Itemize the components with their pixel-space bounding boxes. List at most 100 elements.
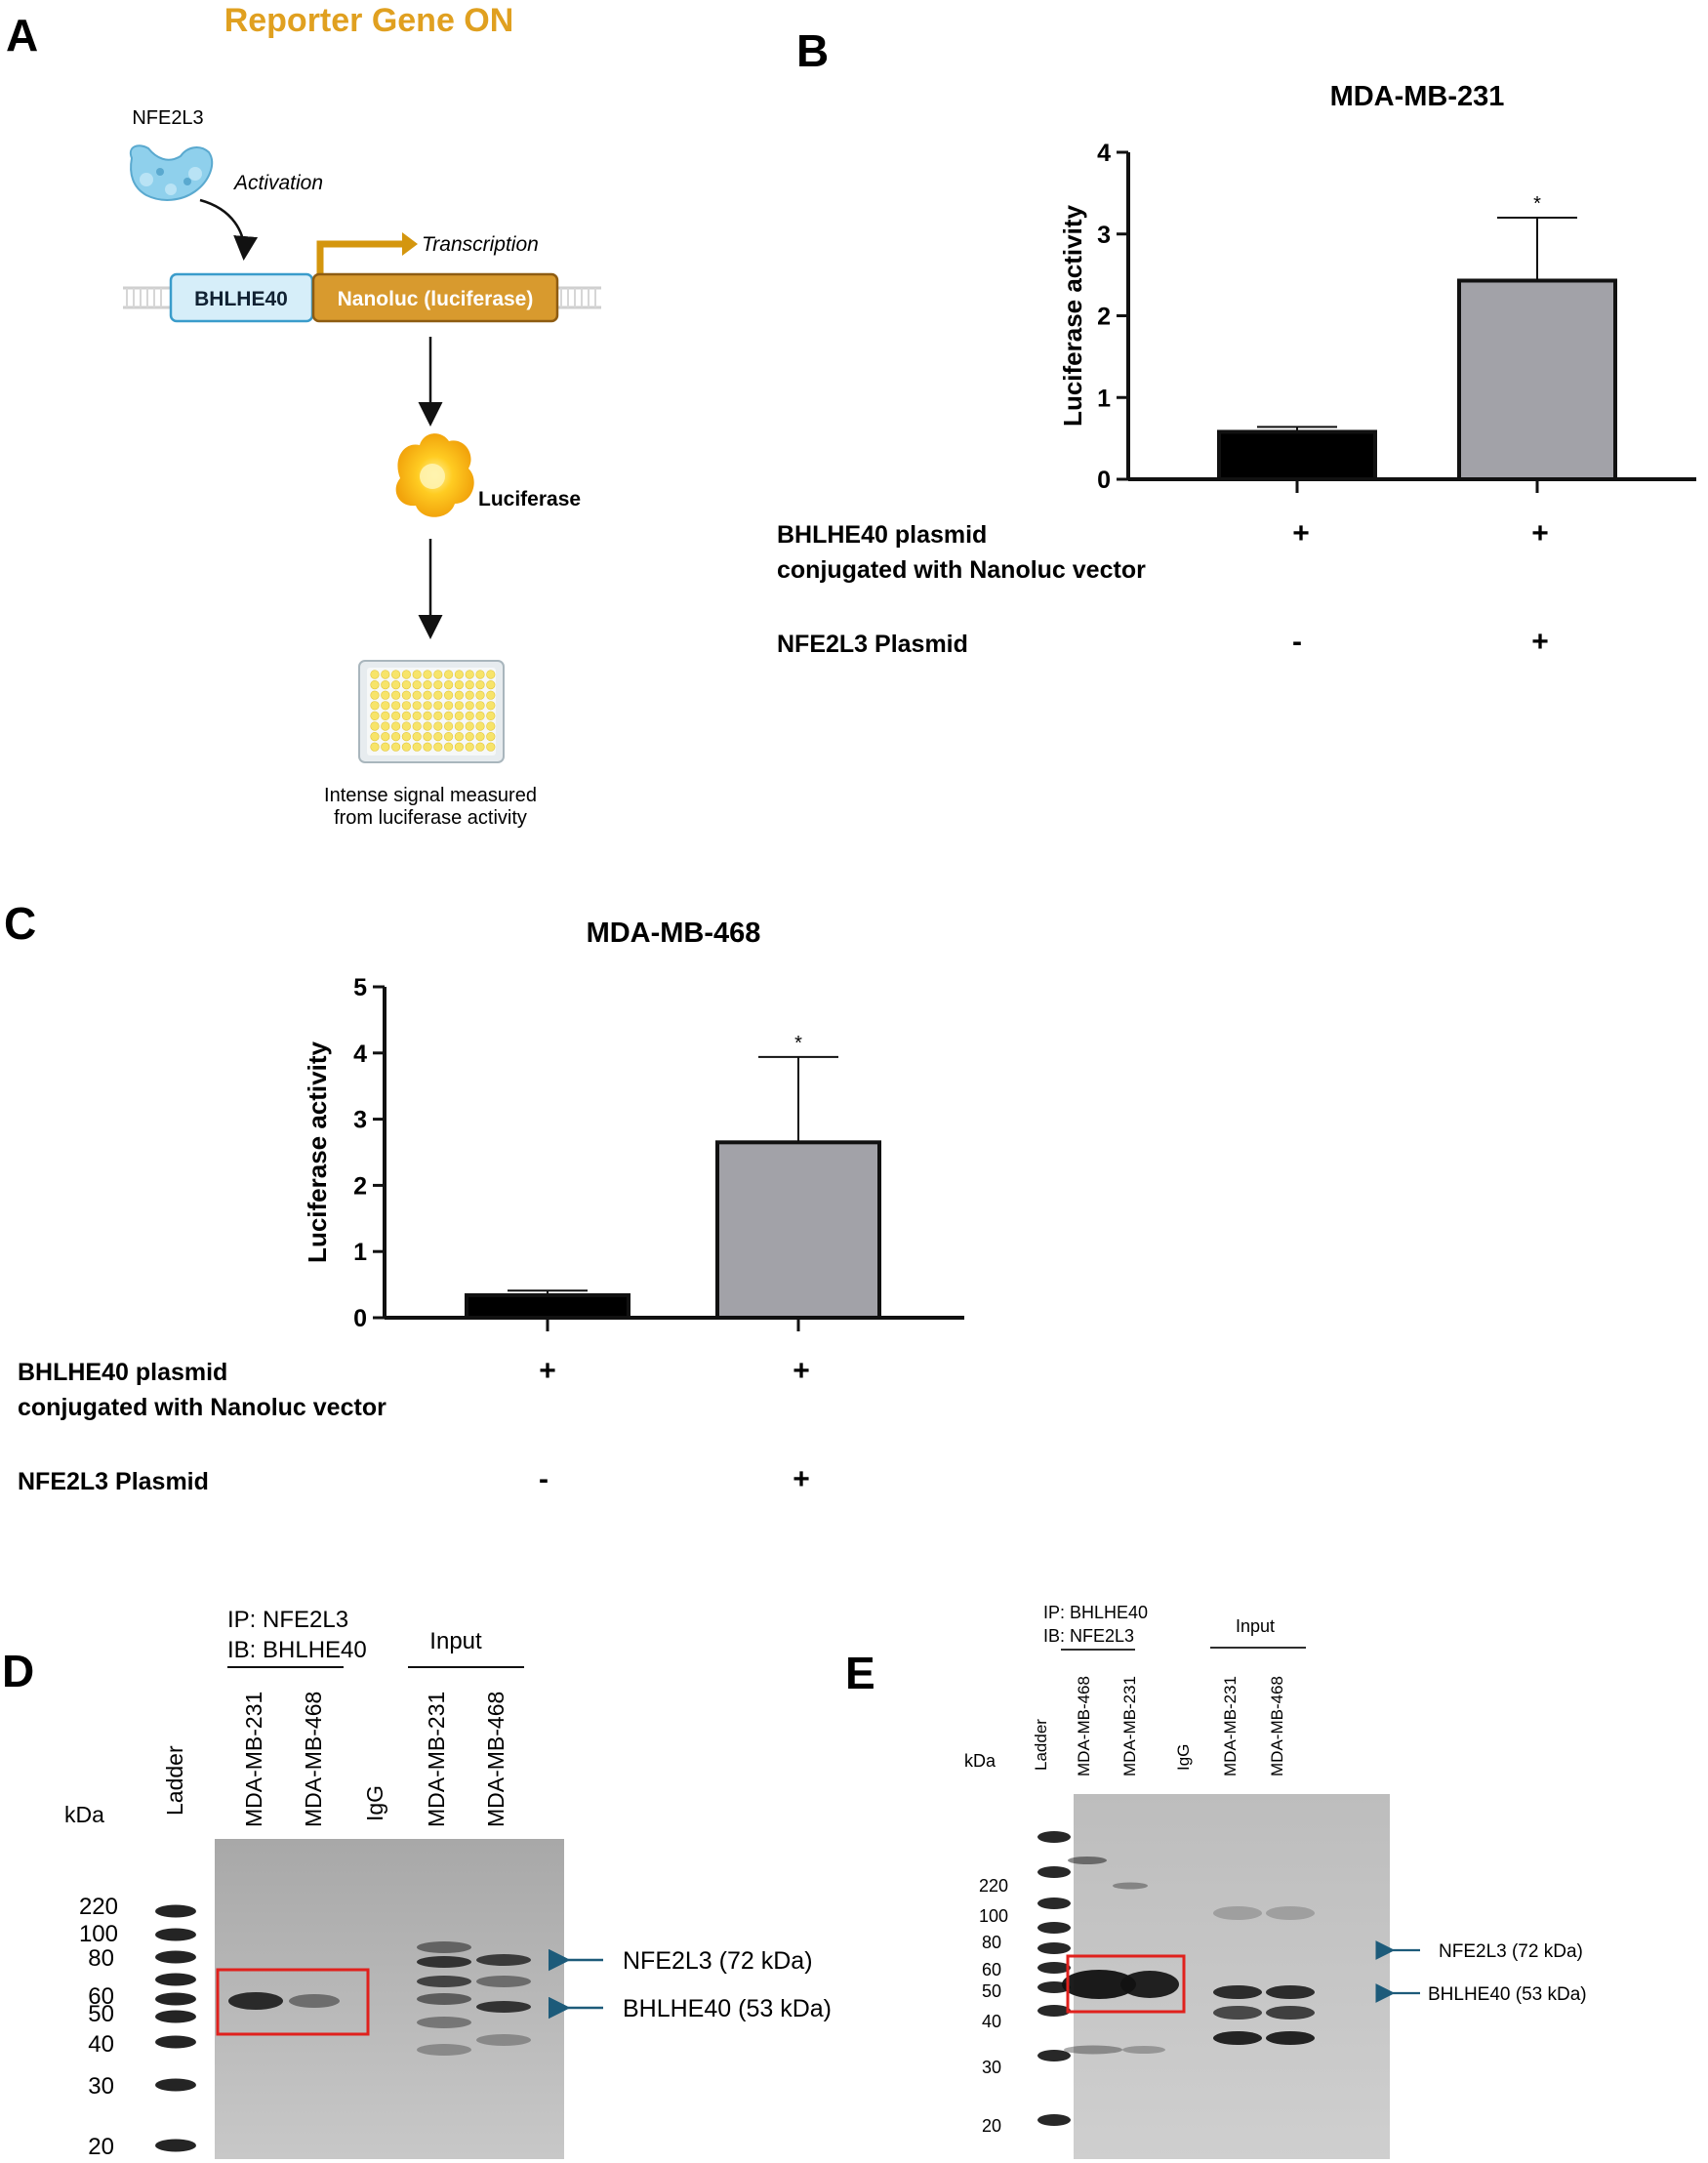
reporter-gene-box [311, 272, 559, 323]
well [465, 711, 474, 721]
panel-letter-e: E [845, 1648, 875, 1698]
well [370, 711, 380, 721]
well [370, 679, 380, 690]
d-ladder-band-6 [155, 2035, 196, 2049]
well [454, 711, 465, 721]
d-lane-ladder: Ladder [162, 1745, 187, 1816]
well [381, 721, 390, 731]
well [381, 679, 390, 690]
d-marker-40: 40 [88, 2031, 114, 2058]
well [433, 679, 443, 690]
well [486, 731, 496, 742]
promoter-label: BHLHE40 [194, 288, 288, 310]
well [412, 731, 422, 742]
e-ladder-band-8 [1037, 2050, 1071, 2061]
well [433, 690, 443, 700]
e-band-input-5 [1266, 2006, 1315, 2020]
c-row1-sign-2: + [793, 1355, 810, 1387]
e-band-input-6 [1266, 2031, 1315, 2045]
well [475, 721, 485, 731]
well [444, 690, 454, 700]
well [401, 721, 412, 731]
e-marker-100: 100 [979, 1906, 1008, 1926]
e-band-ip468-top [1068, 1857, 1107, 1864]
d-marker-labels: 220 100 80 60 50 40 30 20 [79, 1894, 118, 2160]
d-input-label: Input [429, 1628, 482, 1654]
chart1-title: MDA-MB-231 [1330, 81, 1505, 112]
well [465, 731, 474, 742]
e-band-input-3 [1213, 1906, 1262, 1920]
panel-d: D IP: NFE2L3 IB: BHLHE40 Input kDa Ladde… [2, 1607, 832, 2160]
well [391, 679, 401, 690]
d-marker-20: 20 [88, 2134, 114, 2160]
b-row2-label: NFE2L3 Plasmid [777, 631, 968, 658]
chart1-ytick-label-3: 3 [1097, 222, 1111, 249]
b-row1-sign-1: + [1292, 517, 1310, 550]
e-arrow-label-2: BHLHE40 (53 kDa) [1428, 1984, 1587, 2005]
chart1-ylabel: Luciferase activity [1058, 205, 1087, 427]
c-row1-label-line2: conjugated with Nanoluc vector [18, 1394, 386, 1421]
d-band-input-1 [417, 1956, 471, 1968]
e-arrow-label-1: NFE2L3 (72 kDa) [1439, 1941, 1583, 1962]
d-lane-5: MDA-MB-468 [483, 1692, 508, 1827]
d-highlight-box [216, 1968, 370, 2036]
d-marker-50: 50 [88, 2001, 114, 2027]
nfe2l3-protein-icon [129, 144, 214, 201]
well [423, 679, 432, 690]
panel-b: B MDA-MB-231 0 1 2 3 4 Luciferase activity * BH… [777, 25, 1696, 658]
panel-letter-b: B [796, 25, 829, 76]
panel-letter-d: D [2, 1646, 34, 1696]
well [401, 711, 412, 721]
well [423, 670, 432, 679]
chart2-ytick-label-5: 5 [353, 974, 367, 1001]
well [370, 690, 380, 700]
e-marker-60: 60 [982, 1960, 1001, 1979]
well [444, 670, 454, 679]
well [486, 701, 496, 711]
well [475, 742, 485, 752]
chart1-significance-1: * [1533, 193, 1541, 215]
chart1-ytick-label-2: 2 [1097, 304, 1111, 331]
d-ladder-bands [155, 1904, 196, 2152]
e-marker-50: 50 [982, 1981, 1001, 2001]
e-ladder-band-3 [1037, 1922, 1071, 1934]
d-ladder-band-7 [155, 2078, 196, 2092]
chart2-title: MDA-MB-468 [587, 918, 761, 949]
well [475, 731, 485, 742]
well [465, 742, 474, 752]
well [454, 742, 465, 752]
d-ib-label: IB: BHLHE40 [227, 1637, 367, 1663]
e-marker-80: 80 [982, 1933, 1001, 1952]
e-marker-labels: 220 100 80 60 50 40 30 20 [979, 1876, 1008, 2136]
d-band-input-5 [417, 2044, 471, 2056]
well [370, 721, 380, 731]
well [486, 711, 496, 721]
activation-label: Activation [232, 172, 323, 194]
well [381, 690, 390, 700]
well [444, 742, 454, 752]
well [423, 721, 432, 731]
well [391, 670, 401, 679]
d-arrow-label-2: BHLHE40 (53 kDa) [623, 1995, 832, 2022]
d-lane-1: MDA-MB-231 [241, 1692, 266, 1827]
d-arrow-label-1: NFE2L3 (72 kDa) [623, 1947, 813, 1975]
well [486, 670, 496, 679]
transcription-label: Transcription [422, 233, 539, 256]
e-kda-label: kDa [964, 1751, 996, 1771]
d-marker-60: 60 [88, 1983, 114, 2010]
d-sample-bands [228, 1941, 531, 2056]
e-lane-2: MDA-MB-231 [1120, 1676, 1139, 1776]
b-row1-sign-2: + [1531, 517, 1549, 550]
chart1-bar-0 [1217, 429, 1377, 481]
well [391, 721, 401, 731]
well [381, 701, 390, 711]
e-band-input-0 [1213, 1985, 1262, 1999]
b-row1-label-line1: BHLHE40 plasmid [777, 521, 987, 549]
well [423, 701, 432, 711]
well [412, 690, 422, 700]
well [475, 701, 485, 711]
well [391, 701, 401, 711]
well [454, 721, 465, 731]
d-lane-2: MDA-MB-468 [301, 1692, 326, 1827]
